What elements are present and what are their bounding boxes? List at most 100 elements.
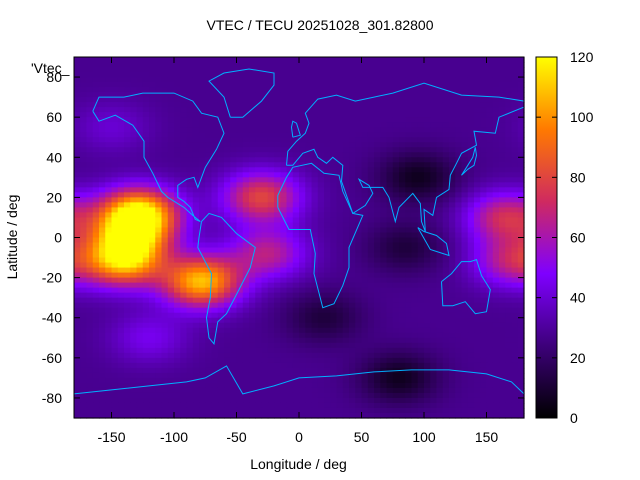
heatmap-cell	[92, 162, 100, 168]
heatmap-cell	[424, 167, 431, 173]
heatmap-cell	[280, 142, 288, 148]
heatmap-cell	[286, 242, 294, 249]
heatmap-cell	[267, 257, 275, 264]
heatmap-cell	[130, 222, 138, 229]
heatmap-cell	[224, 232, 231, 239]
heatmap-cell	[261, 132, 269, 138]
heatmap-cell	[430, 132, 438, 138]
heatmap-cell	[355, 117, 363, 123]
heatmap-cell	[455, 67, 463, 73]
heatmap-cell	[224, 357, 231, 364]
heatmap-cell	[167, 127, 175, 133]
heatmap-cell	[292, 112, 300, 118]
heatmap-cell	[511, 207, 519, 214]
heatmap-cell	[205, 212, 213, 219]
heatmap-cell	[430, 312, 438, 319]
heatmap-cell	[299, 307, 306, 314]
heatmap-cell	[436, 362, 444, 369]
heatmap-cell	[92, 112, 100, 118]
heatmap-cell	[299, 352, 306, 359]
heatmap-cell	[274, 222, 281, 229]
heatmap-cell	[155, 327, 163, 334]
heatmap-cell	[436, 322, 444, 329]
heatmap-cell	[374, 117, 381, 123]
heatmap-cell	[217, 312, 225, 319]
heatmap-cell	[461, 212, 469, 219]
heatmap-cell	[486, 277, 494, 284]
heatmap-cell	[99, 147, 106, 153]
heatmap-cell	[442, 202, 450, 209]
heatmap-cell	[505, 67, 513, 73]
heatmap-cell	[117, 192, 125, 198]
heatmap-cell	[449, 107, 456, 113]
heatmap-cell	[117, 177, 125, 183]
heatmap-cell	[155, 167, 163, 173]
heatmap-cell	[86, 212, 94, 219]
heatmap-cell	[199, 317, 206, 324]
heatmap-cell	[242, 327, 250, 334]
heatmap-cell	[105, 332, 113, 339]
heatmap-cell	[317, 117, 325, 123]
heatmap-cell	[511, 172, 519, 178]
heatmap-cell	[117, 372, 125, 379]
heatmap-cell	[186, 402, 194, 409]
heatmap-cell	[355, 327, 363, 334]
heatmap-cell	[480, 337, 488, 344]
heatmap-cell	[342, 302, 350, 309]
heatmap-cell	[161, 377, 169, 384]
heatmap-cell	[211, 217, 219, 224]
heatmap-cell	[161, 242, 169, 249]
heatmap-cell	[242, 287, 250, 294]
heatmap-cell	[161, 252, 169, 259]
heatmap-cell	[424, 117, 431, 123]
heatmap-cell	[311, 307, 319, 314]
heatmap-cell	[305, 177, 313, 183]
heatmap-cell	[511, 357, 519, 364]
heatmap-cell	[161, 402, 169, 409]
heatmap-cell	[305, 112, 313, 118]
heatmap-cell	[317, 172, 325, 178]
heatmap-cell	[186, 327, 194, 334]
heatmap-cell	[317, 92, 325, 98]
heatmap-cell	[230, 367, 238, 374]
heatmap-cell	[361, 252, 369, 259]
heatmap-cell	[436, 347, 444, 354]
heatmap-cell	[192, 127, 200, 133]
heatmap-cell	[299, 387, 306, 394]
heatmap-cell	[92, 117, 100, 123]
heatmap-cell	[474, 352, 481, 359]
heatmap-cell	[80, 292, 88, 299]
heatmap-cell	[380, 327, 388, 334]
heatmap-cell	[324, 277, 331, 284]
heatmap-cell	[117, 397, 125, 404]
heatmap-cell	[80, 247, 88, 254]
heatmap-cell	[424, 182, 431, 188]
heatmap-cell	[317, 342, 325, 349]
heatmap-cell	[417, 177, 425, 183]
heatmap-cell	[274, 167, 281, 173]
heatmap-cell	[255, 322, 263, 329]
heatmap-cell	[511, 162, 519, 168]
heatmap-cell	[399, 277, 406, 284]
heatmap-cell	[142, 277, 150, 284]
heatmap-cell	[349, 267, 356, 274]
heatmap-cell	[161, 342, 169, 349]
heatmap-cell	[74, 327, 81, 334]
heatmap-cell	[192, 332, 200, 339]
heatmap-cell	[186, 337, 194, 344]
heatmap-cell	[467, 292, 475, 299]
heatmap-cell	[380, 62, 388, 68]
heatmap-cell	[474, 92, 481, 98]
heatmap-cell	[317, 232, 325, 239]
heatmap-cell	[449, 387, 456, 394]
heatmap-cell	[286, 352, 294, 359]
heatmap-cell	[267, 132, 275, 138]
heatmap-cell	[505, 242, 513, 249]
heatmap-cell	[399, 237, 406, 244]
heatmap-cell	[86, 152, 94, 158]
heatmap-cell	[317, 112, 325, 118]
heatmap-cell	[186, 262, 194, 269]
heatmap-cell	[361, 292, 369, 299]
heatmap-cell	[180, 347, 188, 354]
heatmap-cell	[492, 192, 500, 198]
